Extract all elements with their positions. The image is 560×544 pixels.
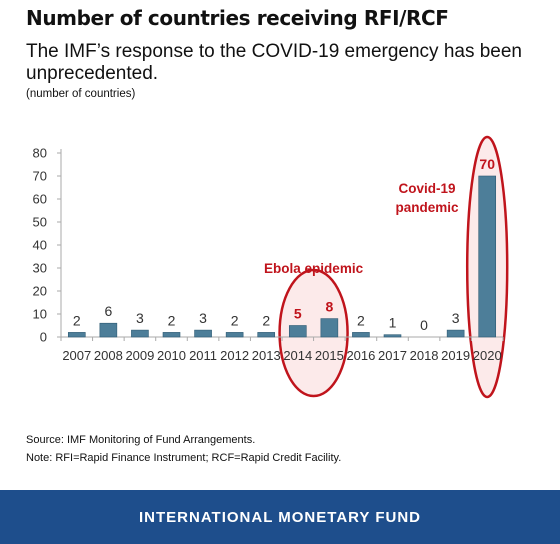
- bar-2010: [162, 332, 181, 338]
- bar-2007: [67, 332, 86, 338]
- category-label-2008: 2008: [94, 348, 123, 363]
- bar-2011: [194, 329, 212, 338]
- value-label-2019: 3: [452, 310, 460, 326]
- value-label-2010: 2: [168, 312, 176, 328]
- category-label-2020: 2020: [473, 348, 502, 363]
- abbreviation-note: Note: RFI=Rapid Finance Instrument; RCF=…: [26, 452, 342, 464]
- category-label-2015: 2015: [315, 348, 344, 363]
- bar-2015: [320, 318, 339, 338]
- y-tick-label: 0: [40, 330, 47, 345]
- value-label-2017: 1: [389, 315, 397, 331]
- annotation-covid19-pandemic: Covid-19 pandemic: [395, 181, 459, 215]
- value-label-2011: 3: [199, 310, 207, 326]
- y-tick-label: 70: [33, 169, 47, 184]
- category-label-2016: 2016: [346, 348, 375, 363]
- ebola-highlight-ellipse: [278, 268, 349, 398]
- annotation-line: pandemic: [395, 200, 459, 215]
- bar-2013: [257, 332, 276, 338]
- source-note: Source: IMF Monitoring of Fund Arrangeme…: [26, 434, 256, 446]
- bar-chart: 0102030405060708022007620083200922010320…: [33, 135, 509, 399]
- bar-2009: [131, 329, 149, 338]
- annotation-ebola-epidemic: Ebola epidemic: [264, 261, 364, 276]
- category-label-2009: 2009: [125, 348, 154, 363]
- value-label-2007: 2: [73, 312, 81, 328]
- bar-2008: [99, 322, 118, 338]
- category-label-2010: 2010: [157, 348, 186, 363]
- value-label-2020: 70: [479, 156, 495, 172]
- units-label: (number of countries): [26, 88, 136, 100]
- category-label-2007: 2007: [62, 348, 91, 363]
- category-label-2014: 2014: [283, 348, 312, 363]
- category-label-2019: 2019: [441, 348, 470, 363]
- chart-subtitle: The IMF’s response to the COVID-19 emerg…: [26, 41, 523, 84]
- y-tick-label: 40: [33, 238, 47, 253]
- footer-banner: INTERNATIONAL MONETARY FUND: [0, 490, 560, 544]
- bar-2020: [478, 175, 497, 338]
- y-tick-label: 80: [33, 146, 47, 161]
- bar-2012: [225, 332, 244, 338]
- bar-2016: [352, 332, 370, 338]
- category-label-2011: 2011: [189, 348, 217, 363]
- category-label-2012: 2012: [220, 348, 249, 363]
- y-tick-label: 10: [33, 307, 47, 322]
- bar-2019: [446, 329, 465, 338]
- bar-2017: [383, 334, 402, 338]
- value-label-2012: 2: [231, 312, 239, 328]
- y-tick-label: 30: [33, 261, 47, 276]
- value-label-2008: 6: [104, 303, 112, 319]
- category-label-2013: 2013: [252, 348, 281, 363]
- category-label-2018: 2018: [410, 348, 439, 363]
- chart-title: Number of countries receiving RFI/RCF: [26, 6, 449, 30]
- value-label-2013: 2: [262, 312, 270, 328]
- footer-org-name: INTERNATIONAL MONETARY FUND: [139, 508, 421, 526]
- y-tick-label: 20: [33, 284, 47, 299]
- bar-2014: [288, 325, 307, 338]
- value-label-2015: 8: [325, 299, 333, 315]
- value-label-2014: 5: [294, 306, 302, 322]
- value-label-2009: 3: [136, 310, 144, 326]
- y-tick-label: 50: [33, 215, 47, 230]
- value-label-2018: 0: [420, 317, 428, 333]
- category-label-2017: 2017: [378, 348, 407, 363]
- value-label-2016: 2: [357, 312, 365, 328]
- y-tick-label: 60: [33, 192, 47, 207]
- annotation-line: Covid-19: [398, 181, 455, 196]
